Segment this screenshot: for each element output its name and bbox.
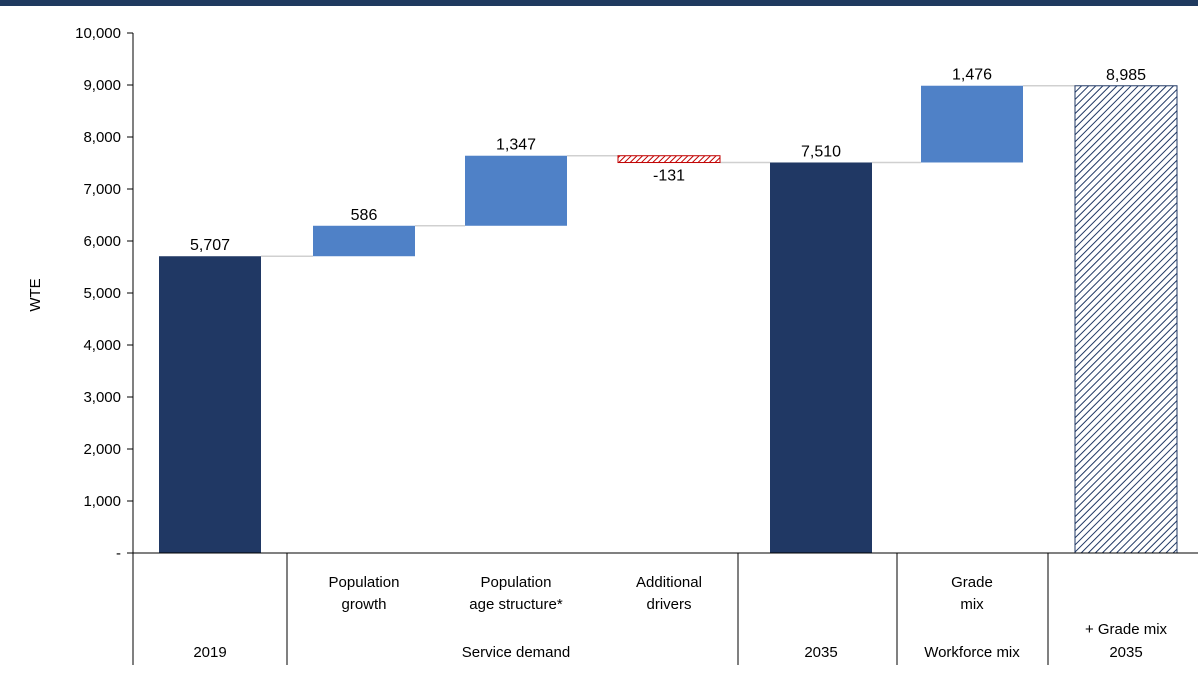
y-tick-label: 5,000: [83, 285, 121, 302]
bar-value-label: 586: [351, 207, 378, 224]
group-label: 2035: [1109, 644, 1142, 661]
top-accent-bar: [0, 0, 1198, 6]
y-tick-label: 2,000: [83, 441, 121, 458]
bar-value-label: 8,985: [1106, 67, 1146, 84]
category-label: growth: [341, 596, 386, 613]
y-axis-title: WTE: [27, 278, 44, 311]
y-tick-label: 6,000: [83, 233, 121, 250]
bar-population-age-structure-: [465, 155, 567, 226]
bar-grade-mix: [921, 85, 1023, 163]
bar-additional-drivers: [617, 155, 721, 164]
y-tick-label: 1,000: [83, 493, 121, 510]
bar-2019: [159, 256, 261, 553]
category-label: Population: [329, 574, 400, 591]
category-label: + Grade mix: [1085, 621, 1168, 638]
y-tick-label: 7,000: [83, 181, 121, 198]
y-tick-label: -: [116, 545, 121, 562]
bar-value-label: -131: [653, 168, 685, 185]
category-label: Population: [481, 574, 552, 591]
y-tick-label: 9,000: [83, 77, 121, 94]
bar-population-growth: [313, 225, 415, 257]
bar-value-label: 1,476: [952, 67, 992, 84]
bar-value-label: 5,707: [190, 237, 230, 254]
category-label: mix: [960, 596, 984, 613]
category-label: Grade: [951, 574, 993, 591]
category-label: drivers: [646, 596, 691, 613]
y-tick-label: 10,000: [75, 25, 121, 42]
bar-value-label: 7,510: [801, 143, 841, 160]
bar-value-label: 1,347: [496, 137, 536, 154]
category-label: age structure*: [469, 596, 563, 613]
group-label: Service demand: [462, 644, 570, 661]
y-tick-label: 3,000: [83, 389, 121, 406]
group-label: 2035: [804, 644, 837, 661]
group-label: Workforce mix: [924, 644, 1020, 661]
bar-2035: [770, 162, 872, 554]
bar--grade-mix-2035: [1074, 85, 1178, 554]
y-tick-label: 4,000: [83, 337, 121, 354]
category-label: Additional: [636, 574, 702, 591]
group-label: 2019: [193, 644, 226, 661]
y-tick-label: 8,000: [83, 129, 121, 146]
